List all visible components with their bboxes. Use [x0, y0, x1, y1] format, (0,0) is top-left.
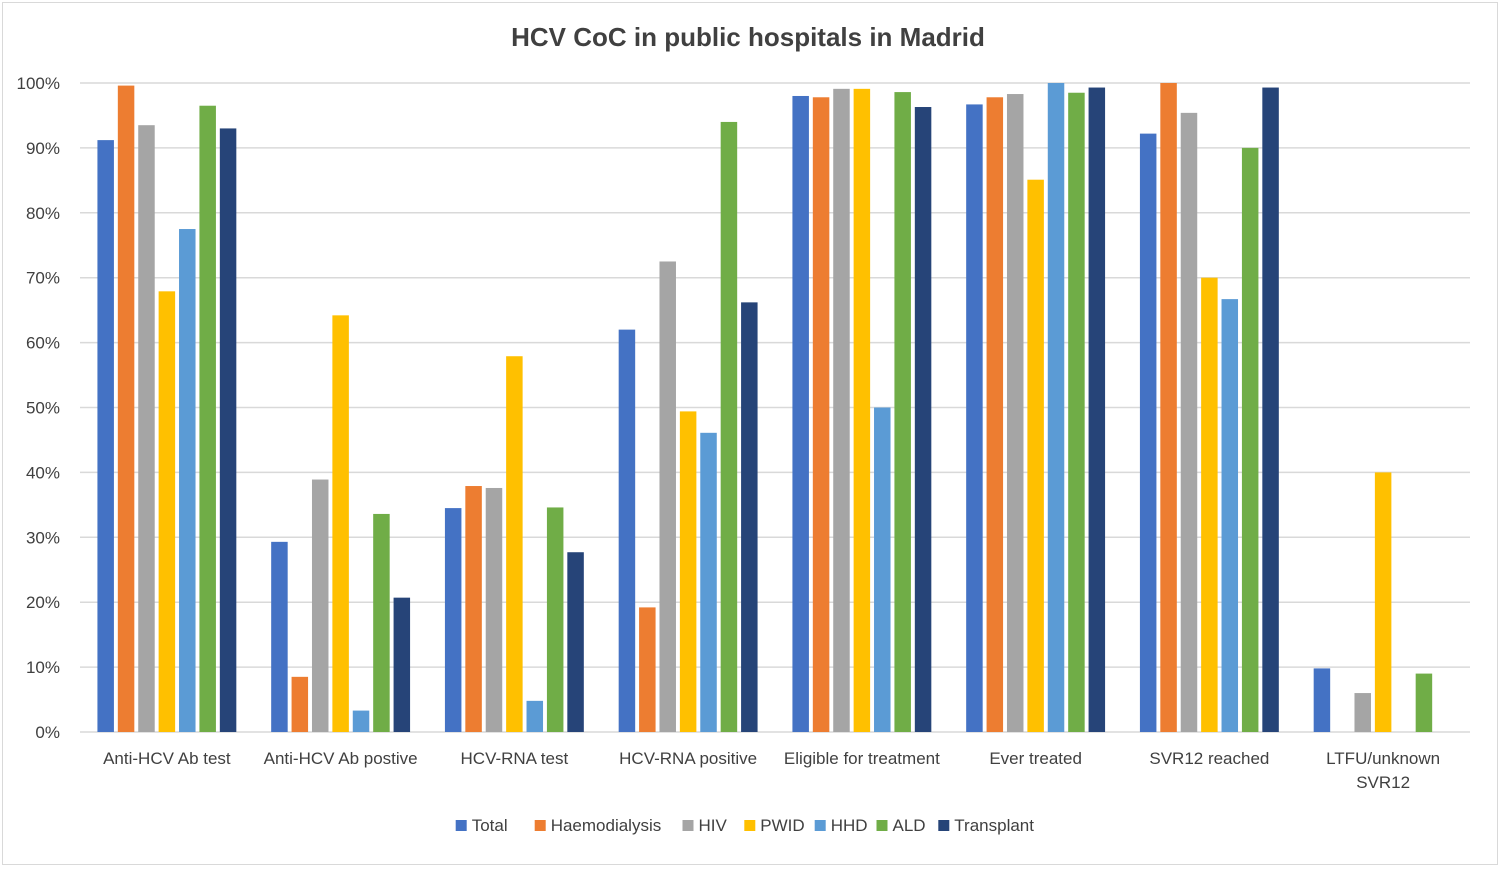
bar-ald-7	[1415, 673, 1433, 732]
bar-total-3	[618, 329, 636, 732]
bar-haemodialysis-6	[1160, 83, 1177, 732]
bar-pwid-6	[1201, 277, 1218, 732]
bar-hhd-5	[1047, 83, 1065, 732]
y-tick-label: 50%	[26, 399, 60, 418]
bar-transplant-6	[1262, 87, 1279, 733]
bar-hiv-5	[1006, 94, 1024, 732]
y-tick-label: 90%	[26, 139, 60, 158]
x-tick-label: Anti-HCV Ab test	[103, 749, 231, 768]
bar-total-4	[792, 95, 809, 733]
bar-pwid-2	[506, 356, 523, 732]
y-tick-label: 0%	[35, 723, 60, 742]
x-tick-label: Ever treated	[989, 749, 1082, 768]
x-tick-label: HCV-RNA positive	[619, 749, 757, 768]
bar-haemodialysis-2	[465, 486, 482, 732]
x-axis-labels: Anti-HCV Ab test Anti-HCV Ab postive HCV-R…	[103, 749, 1440, 792]
legend-swatch-haemodialysis	[534, 820, 546, 831]
legend-swatch-hhd	[814, 820, 826, 831]
bar-hiv-6	[1180, 112, 1198, 732]
chart-title: HCV CoC in public hospitals in Madrid	[511, 22, 985, 52]
legend-label-transplant: Transplant	[954, 816, 1034, 835]
legend-label-hiv: HIV	[699, 816, 728, 835]
legend-label-pwid: PWID	[760, 816, 804, 835]
bar-haemodialysis-4	[812, 97, 830, 732]
y-tick-label: 30%	[26, 528, 60, 547]
bar-hhd-3	[700, 432, 717, 732]
x-tick-label: Eligible for treatment	[784, 749, 940, 768]
bar-haemodialysis-3	[639, 607, 656, 732]
gridlines	[80, 82, 1470, 733]
legend-label-ald: ALD	[893, 816, 926, 835]
bar-total-0	[97, 140, 114, 732]
bar-ald-2	[546, 507, 564, 732]
bar-ald-3	[720, 121, 738, 732]
legend-swatch-total	[455, 820, 467, 831]
legend-label-haemodialysis: Haemodialysis	[551, 816, 662, 835]
bar-total-6	[1139, 133, 1157, 732]
x-tick-label: HCV-RNA test	[461, 749, 569, 768]
bar-hiv-3	[659, 261, 676, 732]
bar-pwid-3	[679, 411, 697, 732]
bar-transplant-5	[1088, 87, 1106, 733]
bar-haemodialysis-0	[117, 85, 135, 732]
bar-hiv-7	[1354, 693, 1371, 732]
legend-swatch-pwid	[744, 820, 756, 831]
legend-swatch-ald	[876, 820, 888, 831]
bar-hhd-6	[1221, 299, 1239, 732]
bar-total-7	[1313, 668, 1331, 732]
bar-hhd-0	[179, 229, 196, 732]
bar-haemodialysis-1	[291, 676, 309, 732]
bar-pwid-1	[332, 315, 349, 732]
legend: Total Haemodialysis HIV PWID HHD ALD Transplan…	[455, 816, 1034, 835]
legend-swatch-transplant	[938, 820, 950, 831]
bar-hiv-4	[833, 88, 850, 732]
bar-transplant-2	[567, 552, 584, 732]
bar-ald-1	[373, 513, 390, 732]
y-axis-ticks: 0% 10% 20% 30% 40% 50% 60% 70% 80% 90% 100%	[17, 74, 60, 742]
x-tick-label: SVR12	[1356, 773, 1410, 792]
y-tick-label: 10%	[26, 658, 60, 677]
bars	[97, 83, 1433, 733]
legend-label-total: Total	[472, 816, 508, 835]
bar-ald-6	[1241, 147, 1259, 732]
bar-total-5	[966, 104, 983, 733]
bar-ald-4	[894, 92, 911, 732]
bar-transplant-0	[219, 128, 237, 732]
y-tick-label: 100%	[17, 74, 60, 93]
y-tick-label: 40%	[26, 463, 60, 482]
bar-haemodialysis-5	[986, 97, 1004, 732]
x-tick-label: SVR12 reached	[1149, 749, 1269, 768]
bar-hiv-1	[311, 479, 329, 732]
x-tick-label: Anti-HCV Ab postive	[264, 749, 418, 768]
bar-ald-5	[1068, 92, 1085, 733]
bar-hhd-1	[352, 710, 370, 732]
y-tick-label: 60%	[26, 334, 60, 353]
bar-transplant-1	[393, 597, 411, 732]
bar-hiv-0	[138, 125, 155, 732]
y-tick-label: 80%	[26, 204, 60, 223]
bar-hhd-4	[874, 407, 891, 732]
bar-hiv-2	[485, 487, 503, 732]
bar-transplant-3	[741, 302, 758, 732]
bar-pwid-7	[1374, 472, 1392, 732]
legend-swatch-hiv	[682, 820, 694, 831]
bar-total-1	[271, 541, 288, 732]
y-tick-label: 20%	[26, 593, 60, 612]
bar-total-2	[444, 508, 462, 732]
y-tick-label: 70%	[26, 269, 60, 288]
bar-pwid-5	[1027, 179, 1044, 733]
bar-ald-0	[199, 105, 216, 733]
x-tick-label: LTFU/unknown	[1326, 749, 1440, 768]
bar-pwid-4	[853, 88, 871, 732]
bar-pwid-0	[158, 291, 176, 732]
bar-transplant-4	[914, 107, 932, 732]
bar-hhd-2	[526, 700, 544, 732]
legend-label-hhd: HHD	[831, 816, 868, 835]
